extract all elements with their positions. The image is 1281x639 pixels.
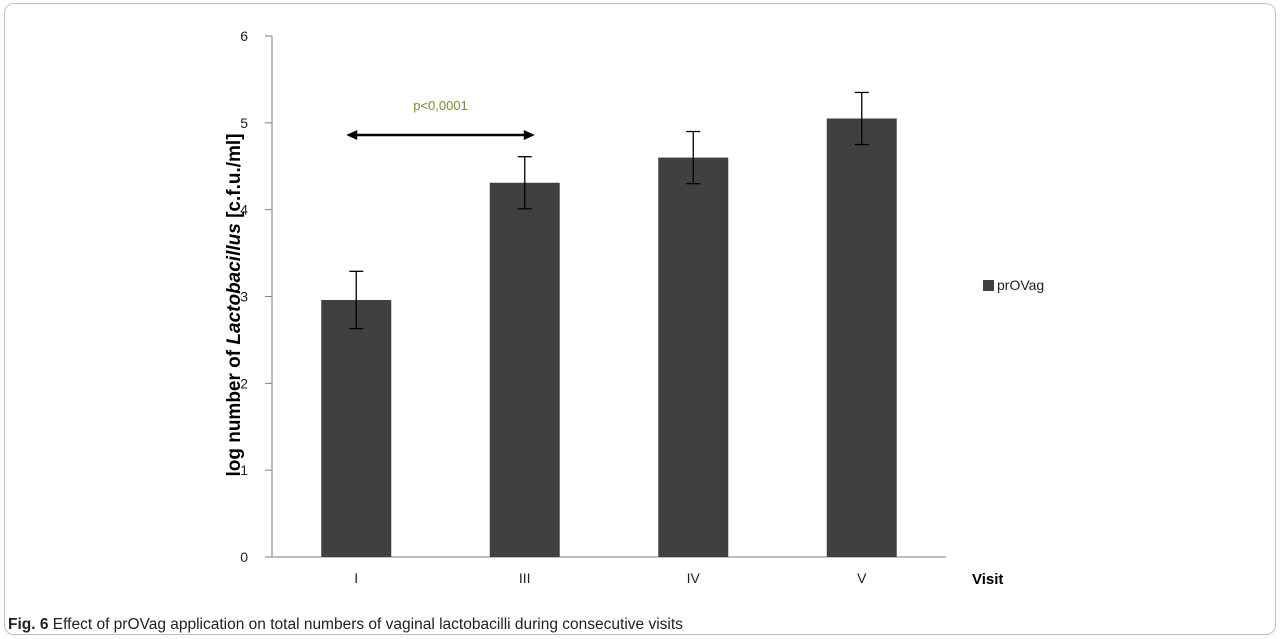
figure-frame bbox=[4, 3, 1276, 635]
x-tick-label: I bbox=[354, 570, 358, 586]
x-tick-label: III bbox=[519, 570, 531, 586]
y-tick-label: 2 bbox=[240, 375, 248, 391]
figure-caption-label: Fig. 6 bbox=[8, 616, 49, 633]
y-axis-label-prefix: log number of bbox=[224, 345, 245, 477]
significance-annotation: p<0,0001 bbox=[346, 98, 535, 140]
bar bbox=[826, 118, 897, 557]
y-tick-label: 4 bbox=[240, 202, 248, 218]
annotation-arrowhead-right bbox=[523, 129, 535, 140]
y-axis-label: log number of Lactobacillus [c.f.u./ml] bbox=[224, 133, 245, 476]
bars bbox=[321, 118, 897, 558]
x-tick-label: IV bbox=[687, 570, 701, 586]
y-axis-label-genus: Lactobacillus bbox=[224, 223, 245, 344]
bar bbox=[321, 299, 392, 557]
figure-caption-text: Effect of prOVag application on total nu… bbox=[48, 616, 683, 633]
x-axis: I III IV V bbox=[272, 556, 946, 586]
legend-label: prOVag bbox=[997, 277, 1044, 293]
x-axis-label: Visit bbox=[972, 571, 1003, 588]
y-tick-label: 3 bbox=[240, 289, 248, 305]
error-bars bbox=[349, 91, 869, 330]
legend-swatch bbox=[983, 280, 994, 291]
bar bbox=[658, 157, 729, 558]
annotation-label: p<0,0001 bbox=[413, 98, 468, 113]
y-tick-label: 0 bbox=[240, 549, 248, 565]
x-tick-label: V bbox=[857, 570, 867, 586]
annotation-arrowhead-left bbox=[346, 129, 358, 140]
y-tick-label: 6 bbox=[240, 28, 248, 44]
figure-caption: Fig. 6 Effect of prOVag application on t… bbox=[8, 616, 683, 634]
legend: prOVag bbox=[983, 277, 1044, 293]
y-axis-label-unit: [c.f.u./ml] bbox=[224, 133, 245, 223]
bar bbox=[489, 182, 560, 557]
y-tick-label: 5 bbox=[240, 115, 248, 131]
y-axis: 0 1 2 3 4 5 6 bbox=[240, 28, 273, 565]
y-tick-label: 1 bbox=[240, 462, 248, 478]
